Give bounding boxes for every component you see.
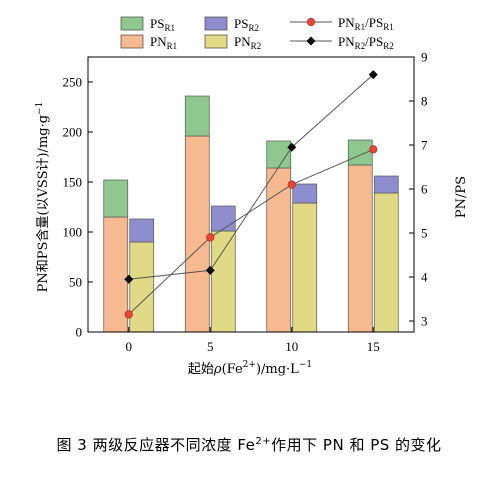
point-ratio-r2-0 bbox=[124, 274, 134, 284]
bar-pn-r1-10 bbox=[266, 167, 292, 333]
bar-pn-r1-15 bbox=[347, 164, 373, 333]
y2-tick-label-3: 3 bbox=[421, 314, 428, 329]
axes-group: 0 50 100 150 200 250 3 4 5 6 7 8 9 0 5 10 15 bbox=[63, 50, 429, 355]
legend-swatch-pn-r1 bbox=[120, 34, 144, 49]
y-tick-label-150: 150 bbox=[63, 175, 83, 190]
y2-tick-label-7: 7 bbox=[421, 138, 428, 153]
y2-tick-label-8: 8 bbox=[421, 94, 428, 109]
ratio-line-group bbox=[124, 70, 378, 319]
legend-label-pn-r2: PNR2 bbox=[234, 34, 261, 51]
point-ratio-r1-0 bbox=[124, 310, 133, 319]
y-tick-label-200: 200 bbox=[63, 125, 83, 140]
line-ratio-r2 bbox=[128, 74, 374, 280]
x-tick-label-15: 15 bbox=[367, 339, 380, 354]
legend-marker-ratio-r1 bbox=[306, 17, 316, 27]
bar-pn-r2-0 bbox=[129, 241, 155, 333]
y2-tick-label-4: 4 bbox=[421, 270, 428, 285]
bar-ps-r1-0 bbox=[103, 179, 129, 218]
bar-ps-r2-15 bbox=[373, 175, 399, 194]
legend-label-pn-r1: PNR1 bbox=[150, 34, 177, 51]
bar-ps-r1-15 bbox=[347, 139, 373, 166]
figure-caption: 图 3 两级反应器不同浓度 Fe2+作用下 PN 和 PS 的变化 bbox=[56, 436, 442, 454]
x-tick-label-5: 5 bbox=[207, 339, 214, 354]
point-ratio-r2-15 bbox=[368, 70, 378, 80]
bar-series-group bbox=[103, 95, 399, 333]
point-ratio-r2-10 bbox=[287, 142, 297, 152]
plot-frame bbox=[87, 56, 415, 333]
legend-swatch-ps-r1 bbox=[120, 16, 144, 31]
y2-tick-label-6: 6 bbox=[421, 182, 428, 197]
y-axis-title: PN和PS含量(以VSS计)/mg·g−1 bbox=[35, 102, 51, 293]
legend-label-ps-r1: PSR1 bbox=[150, 16, 175, 33]
bar-ps-r2-10 bbox=[292, 183, 318, 204]
y-tick-label-50: 50 bbox=[69, 275, 82, 290]
bar-ps-r1-5 bbox=[184, 95, 210, 137]
bar-pn-r1-0 bbox=[103, 216, 129, 333]
point-ratio-r1-15 bbox=[369, 145, 378, 154]
y2-axis-title: PN/PS bbox=[454, 176, 469, 218]
y-tick-label-0: 0 bbox=[76, 325, 83, 340]
x-tick-label-0: 0 bbox=[126, 339, 133, 354]
bar-pn-r2-5 bbox=[210, 230, 236, 333]
point-ratio-r2-5 bbox=[205, 265, 215, 275]
y2-tick-label-9: 9 bbox=[421, 50, 428, 65]
legend-label-ratio-r1: PNR1/PSR1 bbox=[338, 15, 394, 32]
y-tick-label-250: 250 bbox=[63, 75, 83, 90]
x-axis-title: 起始ρ(Fe2+)/mg·L−1 bbox=[188, 360, 312, 377]
y-tick-label-100: 100 bbox=[63, 225, 83, 240]
y2-tick-label-5: 5 bbox=[421, 226, 428, 241]
point-ratio-r1-5 bbox=[206, 233, 215, 242]
bar-ps-r2-5 bbox=[210, 205, 236, 232]
bar-ps-r2-0 bbox=[129, 218, 155, 243]
line-ratio-r1 bbox=[128, 148, 374, 315]
legend-swatch-ps-r2 bbox=[204, 16, 228, 31]
bar-pn-r1-5 bbox=[184, 135, 210, 333]
legend-marker-ratio-r2 bbox=[306, 36, 316, 46]
legend: PSR1 PSR2 PNR1/PSR1 PNR1 PNR2 PNR2/PSR2 bbox=[120, 15, 394, 51]
legend-swatch-pn-r2 bbox=[204, 34, 228, 49]
bar-pn-r2-10 bbox=[292, 202, 318, 333]
legend-label-ratio-r2: PNR2/PSR2 bbox=[338, 34, 394, 51]
point-ratio-r1-10 bbox=[287, 180, 296, 189]
legend-label-ps-r2: PSR2 bbox=[234, 16, 259, 33]
x-tick-label-10: 10 bbox=[285, 339, 298, 354]
bar-pn-r2-15 bbox=[373, 192, 399, 333]
